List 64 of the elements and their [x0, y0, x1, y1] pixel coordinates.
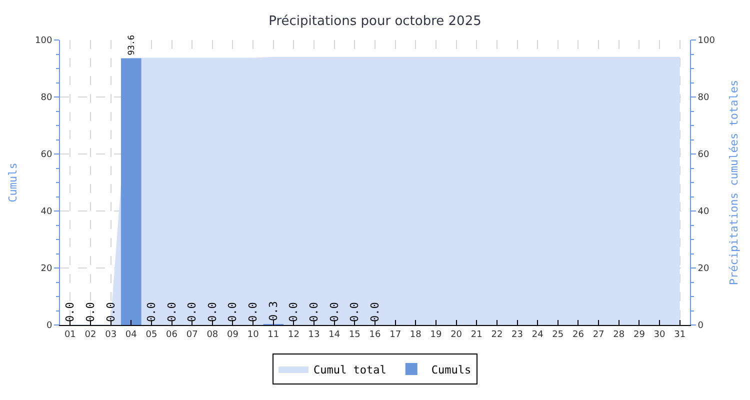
x-tick-label: 14	[328, 330, 340, 340]
x-tick-label: 19	[430, 330, 442, 340]
x-tick-label: 15	[348, 330, 360, 340]
data-label: 0.0	[246, 302, 260, 322]
x-tick-label: 04	[125, 330, 138, 340]
legend-label: Cumuls	[431, 363, 472, 376]
data-label: 0.0	[368, 302, 382, 322]
x-tick-label: 21	[470, 330, 482, 340]
x-tick-label: 25	[552, 330, 564, 340]
x-tick-label: 23	[512, 330, 523, 340]
data-label: 0.0	[186, 302, 199, 322]
y2-tick-label: 20	[698, 264, 710, 274]
data-label: 93.6	[126, 34, 136, 56]
y2-axis-title: Précipitations cumulées totales	[727, 80, 740, 286]
data-label: 0.0	[308, 302, 321, 322]
x-tick-label: 03	[105, 330, 117, 340]
x-tick-label: 29	[633, 330, 646, 340]
y-tick-label: 40	[40, 207, 52, 218]
data-label: 0.0	[144, 302, 158, 322]
y2-tick-label: 100	[698, 36, 716, 46]
x-tick-label: 26	[572, 330, 584, 340]
x-tick-label: 12	[288, 330, 300, 340]
x-tick-label: 31	[674, 330, 686, 340]
x-tick-label: 09	[227, 330, 239, 340]
x-tick-label: 17	[390, 330, 402, 340]
data-label: 0.0	[165, 302, 178, 322]
legend-label: Cumul total	[314, 363, 386, 376]
y-tick-label: 60	[40, 150, 52, 160]
x-tick-label: 16	[369, 330, 381, 340]
data-label: 0.0	[84, 302, 97, 322]
x-tick-label: 24	[532, 330, 544, 340]
x-tick-label: 02	[84, 330, 96, 340]
data-label: 0.0	[328, 302, 341, 322]
y-tick-label: 100	[35, 36, 52, 46]
x-tick-label: 30	[654, 330, 666, 340]
y2-tick-label: 60	[698, 150, 710, 160]
x-tick-label: 22	[491, 330, 503, 340]
x-tick-label: 01	[64, 330, 76, 340]
data-label: 0.0	[226, 302, 240, 322]
data-label: 0.3	[266, 301, 280, 321]
x-tick-label: 10	[247, 330, 260, 340]
x-tick-label: 11	[268, 330, 280, 340]
data-label: 0.0	[348, 302, 362, 322]
data-label: 0.0	[206, 302, 219, 322]
data-label: 0.0	[104, 302, 118, 322]
y-axis-title: Cumuls	[6, 162, 20, 202]
x-tick-label: 07	[186, 330, 198, 340]
y2-tick-label: 40	[698, 207, 710, 218]
y2-tick-label: 0	[698, 321, 704, 332]
y-tick-label: 80	[40, 93, 52, 104]
x-tick-label: 18	[410, 330, 422, 340]
x-tick-label: 13	[308, 330, 320, 340]
data-label: 0.0	[287, 302, 300, 322]
x-tick-label: 28	[613, 330, 625, 340]
data-label: 0.0	[64, 302, 77, 322]
chart-title: Précipitations pour octobre 2025	[268, 14, 482, 30]
x-tick-label: 20	[450, 330, 462, 340]
y2-tick-label: 80	[698, 93, 710, 104]
x-tick-label: 05	[146, 330, 158, 340]
x-tick-label: 06	[166, 330, 178, 340]
y-tick-label: 20	[40, 264, 52, 274]
x-tick-label: 27	[592, 330, 604, 340]
y-tick-label: 0	[46, 321, 52, 332]
x-tick-label: 08	[206, 330, 218, 340]
